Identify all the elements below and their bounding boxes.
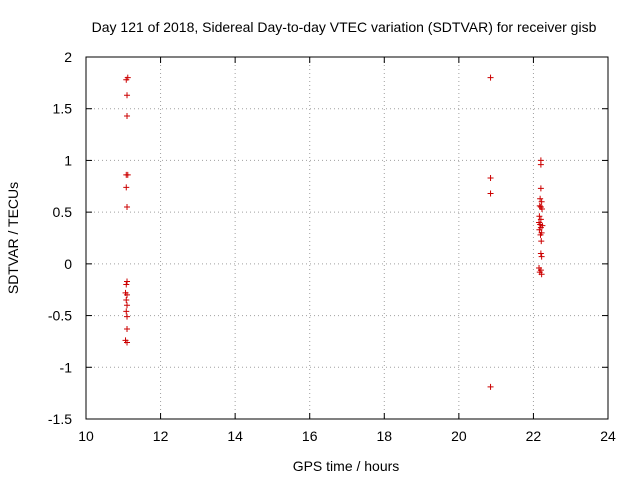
data-point	[487, 190, 494, 197]
data-point	[124, 291, 131, 298]
data-point	[539, 206, 546, 213]
x-tick-label: 12	[153, 428, 169, 444]
data-point	[124, 313, 131, 320]
plot-frame	[85, 56, 609, 420]
data-point	[124, 339, 131, 346]
y-tick-label: -1	[60, 359, 73, 375]
data-point	[536, 202, 543, 209]
data-point	[124, 112, 131, 119]
data-point	[124, 302, 131, 309]
y-tick-label: -1.5	[48, 411, 72, 427]
grid	[86, 57, 608, 419]
data-points	[122, 74, 546, 390]
y-tick-label: 1	[64, 152, 72, 168]
data-point	[487, 175, 494, 182]
data-point	[537, 216, 544, 223]
x-tick-label: 22	[526, 428, 542, 444]
data-point	[487, 383, 494, 390]
x-tick-label: 16	[302, 428, 318, 444]
x-axis-label: GPS time / hours	[293, 458, 400, 474]
x-tick-label: 20	[451, 428, 467, 444]
x-tick-label: 14	[227, 428, 243, 444]
y-tick-label: -0.5	[48, 308, 72, 324]
x-tick-labels: 10 12 14 16 18 20 22 24	[78, 428, 616, 444]
y-tick-label: 0	[64, 256, 72, 272]
data-point	[537, 185, 544, 192]
data-point	[123, 184, 130, 191]
data-point	[124, 326, 131, 333]
data-point	[123, 308, 130, 315]
data-point	[537, 250, 544, 257]
data-point	[538, 238, 545, 245]
data-point	[124, 171, 131, 178]
x-tick-label: 10	[78, 428, 94, 444]
data-point	[537, 195, 544, 202]
data-point	[123, 281, 130, 288]
y-axis-label: SDTVAR / TECUs	[5, 182, 21, 294]
data-point	[124, 203, 131, 210]
y-tick-label: 1.5	[53, 101, 73, 117]
data-point	[537, 231, 544, 238]
y-tick-label: 2	[64, 49, 72, 65]
chart-title: Day 121 of 2018, Sidereal Day-to-day VTE…	[92, 19, 597, 35]
axis-ticks	[85, 56, 609, 420]
data-point	[536, 226, 543, 233]
data-point	[538, 198, 545, 205]
data-point	[124, 92, 131, 99]
data-point	[538, 253, 545, 260]
data-point	[124, 278, 131, 285]
y-tick-labels: -1.5 -1 -0.5 0 0.5 1 1.5 2	[48, 49, 72, 427]
y-tick-label: 0.5	[53, 204, 73, 220]
x-tick-label: 18	[376, 428, 392, 444]
data-point	[537, 161, 544, 168]
data-point	[123, 297, 130, 304]
x-tick-label: 24	[600, 428, 616, 444]
data-point	[487, 74, 494, 81]
data-point	[536, 213, 543, 220]
data-point	[538, 271, 545, 278]
data-point	[124, 74, 131, 81]
